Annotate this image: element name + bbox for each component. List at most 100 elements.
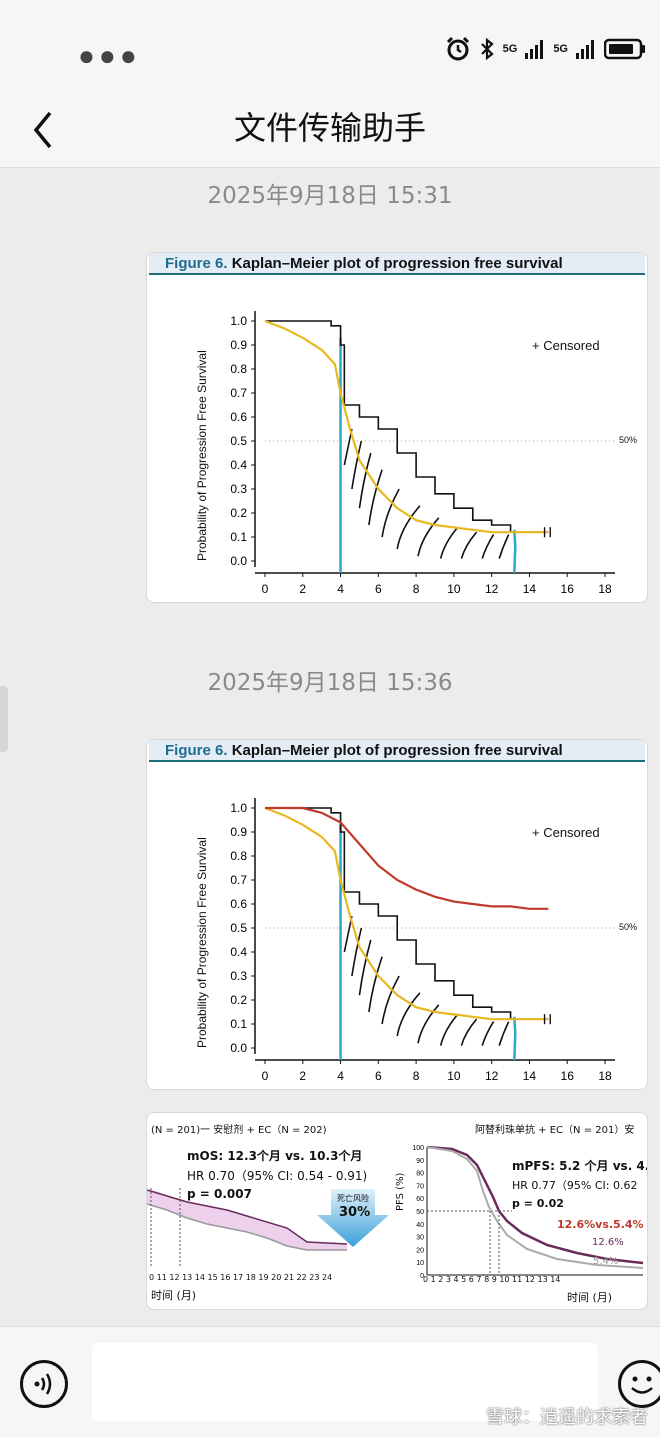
legend-censored: + Censored: [532, 338, 600, 353]
x-tick-label: 2: [299, 582, 306, 596]
y-tick-label: 0.8: [230, 362, 247, 376]
message-input[interactable]: [92, 1343, 598, 1421]
voice-icon: [34, 1373, 52, 1395]
annotation-stroke: [358, 939, 372, 996]
death-risk-label: 死亡风险: [337, 1194, 369, 1203]
pfs-curve-control: [426, 1146, 644, 1269]
annotation-stroke: [417, 517, 440, 557]
signal-5g-label-2: 5G: [553, 43, 568, 55]
pfs-y-tick-label: 40: [416, 1222, 424, 1229]
comparison-left-curves: [147, 1188, 348, 1268]
emoji-button[interactable]: [618, 1360, 660, 1408]
y-tick-label: 0.8: [230, 849, 247, 863]
voice-input-button[interactable]: [20, 1360, 68, 1408]
y-tick-label: 0.9: [230, 338, 247, 352]
km-series-line: [265, 320, 549, 533]
comparison-right-compare: 12.6%vs.5.4%: [557, 1218, 644, 1231]
annotation-stroke: [460, 1018, 478, 1046]
km-series-line: [265, 806, 549, 910]
y-tick-label: 0.7: [230, 873, 247, 887]
y-tick-label: 0.4: [230, 458, 247, 472]
y-tick-label: 0.2: [230, 993, 247, 1007]
annotation-stroke: [381, 975, 400, 1025]
x-tick-label: 14: [523, 1069, 537, 1083]
pfs-y-tick-label: 70: [416, 1183, 424, 1190]
bluetooth-icon: [480, 37, 494, 61]
y-tick-label: 0.6: [230, 410, 247, 424]
comparison-mos: mOS: 12.3个月 vs. 10.3个月: [187, 1149, 363, 1163]
x-tick-label: 4: [337, 582, 344, 596]
pfs-y-tick-label: 80: [416, 1171, 424, 1178]
comparison-left-xlabel: 时间 (月): [151, 1289, 197, 1302]
annotation-stroke: [498, 534, 510, 559]
y-tick-label: 1.0: [230, 314, 247, 328]
x-tick-label: 12: [485, 582, 499, 596]
annotation-stroke: [358, 452, 372, 509]
annotation-stroke: [498, 1021, 510, 1046]
reference-50-label-2: 50%: [619, 922, 638, 932]
marker-line-13: [513, 529, 517, 574]
comparison-right-v1: 12.6%: [592, 1237, 624, 1248]
annotation-stroke: [351, 927, 363, 977]
annotation-stroke: [396, 505, 421, 550]
comparison-right-ylabel: PFS (%): [395, 1172, 406, 1211]
annotation-stroke: [351, 440, 363, 490]
nav-bar: 文件传输助手: [0, 95, 660, 168]
x-tick-label: 0: [262, 582, 269, 596]
y-tick-label: 0.7: [230, 386, 247, 400]
y-tick-label: 0.3: [230, 969, 247, 983]
x-tick-label: 0: [262, 1069, 269, 1083]
x-tick-label: 8: [413, 1069, 420, 1083]
pfs-y-tick-label: 10: [416, 1260, 424, 1267]
death-risk-value: 30%: [339, 1205, 371, 1220]
figure-label-2: Figure 6.: [165, 742, 228, 759]
signal-5g-label: 5G: [502, 43, 518, 55]
x-tick-label: 8: [413, 582, 420, 596]
figure-caption-2: Figure 6. Kaplan–Meier plot of progressi…: [149, 740, 645, 762]
x-tick-label: 12: [485, 1069, 499, 1083]
message-timestamp-2: 2025年9月18日 15:36: [207, 670, 453, 696]
image-message-chart-1[interactable]: Figure 6. Kaplan–Meier plot of progressi…: [146, 252, 648, 603]
y-tick-label: 0.4: [230, 945, 247, 959]
more-dots-icon: ●●●: [78, 40, 141, 71]
x-tick-label: 6: [375, 582, 382, 596]
status-bar: ●●● 5G 5G: [0, 0, 660, 95]
pfs-y-tick-label: 90: [416, 1158, 424, 1165]
km-series-line: [264, 319, 549, 534]
pfs-y-tick-label: 20: [416, 1247, 424, 1254]
y-tick-label: 0.5: [230, 921, 247, 935]
x-tick-label: 18: [598, 1069, 612, 1083]
battery-icon: [604, 38, 645, 60]
reference-50-label: 50%: [619, 435, 638, 445]
comparison-left-p: p = 0.007: [187, 1187, 252, 1201]
y-tick-label: 0.1: [230, 1017, 247, 1031]
annotation-stroke: [439, 526, 459, 559]
comparison-right-xlabel: 时间 (月): [567, 1291, 613, 1304]
side-drag-handle[interactable]: [0, 686, 8, 752]
pfs-y-tick-label: 0: [420, 1273, 424, 1280]
image-message-comparison[interactable]: (N = 201)一 安慰剂 + EC（N = 202) mOS: 12.3个月…: [146, 1112, 648, 1310]
alarm-icon: [446, 36, 469, 61]
y-tick-label: 0.1: [230, 530, 247, 544]
comparison-right-p: p = 0.02: [512, 1197, 564, 1210]
y-tick-label: 0.6: [230, 897, 247, 911]
figure-title-2: Kaplan–Meier plot of progression free su…: [231, 742, 563, 759]
figure-caption: Figure 6. Kaplan–Meier plot of progressi…: [149, 253, 645, 275]
status-icons: 5G 5G: [445, 34, 646, 64]
km-series-line: [264, 806, 549, 1021]
figure-label: Figure 6.: [165, 255, 228, 272]
legend-censored-2: + Censored: [532, 825, 600, 840]
x-tick-label: 4: [337, 1069, 344, 1083]
annotation-stroke: [417, 1004, 440, 1044]
image-message-chart-2[interactable]: Figure 6. Kaplan–Meier plot of progressi…: [146, 739, 648, 1090]
annotation-stroke: [368, 469, 383, 526]
km-series-line: [265, 807, 549, 1020]
annotation-stroke: [368, 956, 383, 1013]
annotation-stroke: [481, 1021, 495, 1046]
back-icon[interactable]: [28, 105, 58, 155]
y-tick-label: 1.0: [230, 801, 247, 815]
marker-line-13: [513, 1016, 517, 1061]
x-tick-label: 6: [375, 1069, 382, 1083]
pfs-y-tick-label: 50: [416, 1209, 424, 1216]
comparison-right-header: 阿替利珠单抗 + EC（N = 201）安: [475, 1125, 635, 1136]
